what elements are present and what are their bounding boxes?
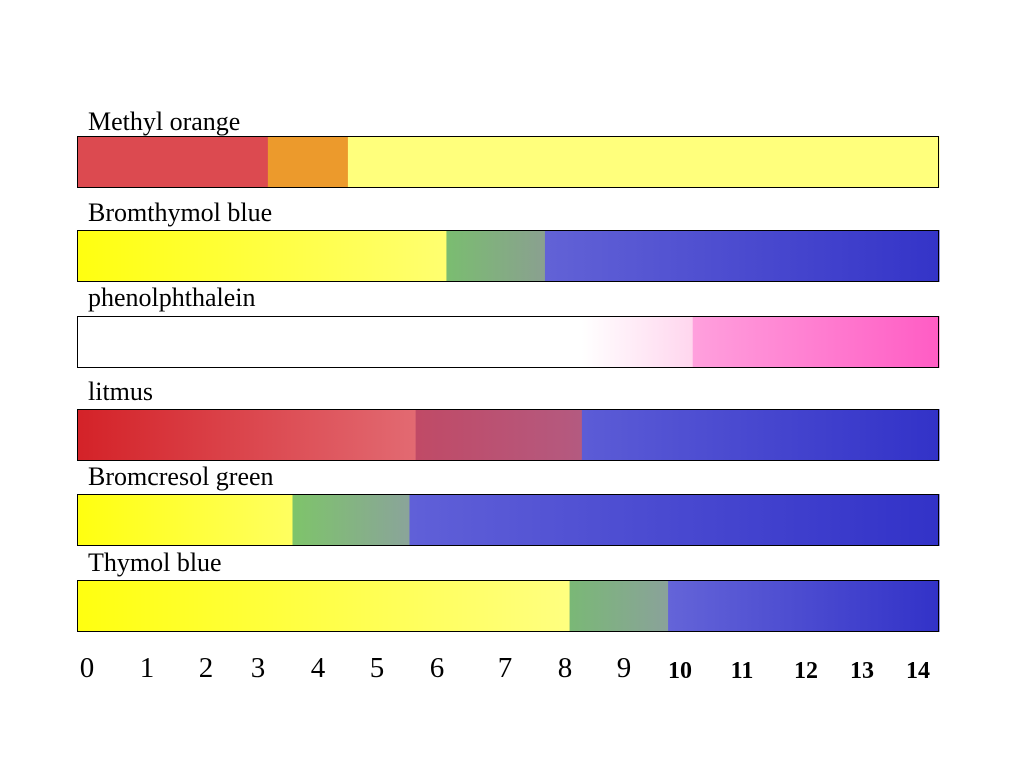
ph-tick-label: 10	[668, 658, 692, 684]
color-range-segment	[581, 316, 694, 368]
color-range-segment	[77, 494, 293, 546]
ph-tick-label: 11	[731, 658, 754, 684]
indicator-row: Methyl orange	[77, 107, 940, 188]
ph-tick-label: 8	[558, 652, 573, 684]
indicator-bar-outline	[77, 230, 939, 282]
indicator-bar-outline	[77, 136, 939, 188]
ph-tick-label: 7	[498, 652, 513, 684]
color-range-segment	[409, 494, 940, 546]
color-range-segment	[77, 316, 583, 368]
indicator-bar-outline	[77, 409, 939, 461]
color-range-segment	[446, 230, 546, 282]
color-range-segment	[77, 409, 417, 461]
ph-tick-label: 3	[251, 652, 266, 684]
indicator-row: phenolphthalein	[77, 283, 940, 368]
indicator-rows: Methyl orange Bromthymol blue phenolphthal…	[77, 107, 940, 632]
color-range-segment	[347, 136, 940, 188]
indicator-label: Thymol blue	[88, 548, 222, 577]
indicator-label: phenolphthalein	[88, 283, 256, 312]
color-range-segment	[77, 230, 447, 282]
indicator-row: litmus	[77, 377, 940, 461]
indicator-label: litmus	[88, 377, 153, 406]
indicator-row: Bromthymol blue	[77, 198, 940, 282]
ph-tick-label: 0	[80, 652, 95, 684]
indicator-label: Bromcresol green	[88, 462, 274, 491]
color-range-segment	[415, 409, 583, 461]
indicator-label: Methyl orange	[88, 107, 240, 136]
indicator-row: Bromcresol green	[77, 462, 940, 546]
ph-tick-label: 4	[311, 652, 326, 684]
color-range-segment	[267, 136, 349, 188]
ph-tick-label: 9	[617, 652, 632, 684]
indicator-row: Thymol blue	[77, 548, 940, 632]
color-range-segment	[544, 230, 940, 282]
ph-tick-label: 1	[140, 652, 155, 684]
color-range-segment	[292, 494, 410, 546]
ph-tick-label: 13	[850, 658, 874, 684]
ph-tick-label: 14	[906, 658, 930, 684]
color-range-segment	[668, 580, 940, 632]
color-range-segment	[581, 409, 940, 461]
ph-tick-label: 6	[430, 652, 445, 684]
color-range-segment	[77, 136, 269, 188]
color-range-segment	[692, 316, 940, 368]
color-range-segment	[569, 580, 669, 632]
color-range-segment	[77, 580, 571, 632]
ph-axis: 0 1 2 3 4 5 6 7 8 9 10 11 12 13 14	[80, 652, 930, 684]
ph-tick-label: 5	[370, 652, 385, 684]
indicator-bar-outline	[77, 316, 939, 368]
ph-tick-label: 2	[199, 652, 214, 684]
indicator-bar-outline	[77, 580, 939, 632]
indicator-label: Bromthymol blue	[88, 198, 272, 227]
indicator-bar-outline	[77, 494, 939, 546]
ph-tick-label: 12	[794, 658, 818, 684]
